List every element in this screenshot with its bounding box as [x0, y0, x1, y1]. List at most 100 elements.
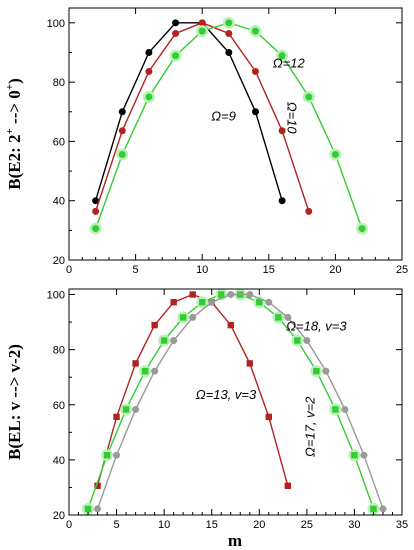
top-x-tick-label-5: 25: [396, 264, 408, 276]
top-series-2-point: [251, 27, 259, 35]
bottom-y-tick-label-3: 80: [53, 345, 65, 357]
bottom-y-tick-label-2: 60: [53, 400, 65, 412]
bottom-series-2-point: [303, 337, 311, 345]
bottom-series-0-point: [265, 413, 272, 421]
bottom-plot-frame: [68, 288, 403, 516]
bottom-series-0-point: [284, 482, 292, 489]
bottom-series-2-point: [379, 505, 387, 513]
top-series-1-point: [92, 207, 100, 215]
top-series-0-point: [278, 197, 286, 205]
top-annotation-2: Ω=12: [273, 55, 306, 70]
top-series-2-point: [358, 225, 366, 233]
bottom-series-1-point: [332, 406, 339, 413]
bottom-series-1-point: [199, 299, 206, 306]
bottom-series-0-line: [96, 293, 289, 486]
top-series-2-point: [331, 150, 339, 158]
bottom-x-tick-label-7: 35: [396, 519, 408, 531]
top-series-0-point: [172, 19, 180, 27]
top-series-0-point: [118, 108, 126, 116]
top-annotation-1: Ω=10: [284, 102, 299, 135]
bottom-series-2-line: [96, 293, 384, 510]
bottom-series-0-point: [94, 482, 101, 489]
bottom-series-1-point: [141, 367, 149, 375]
bottom-series-2-point: [151, 367, 159, 375]
bottom-series-0-point: [113, 413, 120, 421]
bottom-x-tick-label-3: 15: [206, 519, 218, 531]
bottom-series-2-point: [246, 291, 254, 299]
top-x-tick-label-4: 20: [329, 264, 341, 276]
top-series-2-point: [278, 52, 286, 60]
top-y-tick-label-2: 60: [53, 136, 65, 148]
bottom-series-0-point: [227, 321, 234, 329]
bottom-series-2-point: [227, 291, 235, 299]
top-series-2-point: [305, 93, 313, 101]
bottom-series-0-point: [189, 291, 196, 298]
bottom-series-1-point: [294, 337, 301, 344]
bottom-y-tick-label-1: 40: [53, 455, 65, 467]
top-series-1-point: [198, 19, 206, 27]
top-series-0-point: [225, 48, 233, 56]
bottom-series-2-point: [94, 505, 102, 513]
top-y-tick-label-4: 100: [47, 18, 65, 30]
bottom-series-1-point: [160, 337, 168, 344]
bottom-panel: 0 5 10 15 20 25 30 35 20 40 60 80 100 Ω=13, v=3 Ω=17,…: [5, 288, 408, 550]
bottom-series-2-point: [341, 405, 349, 413]
bottom-series-0-point: [151, 321, 158, 329]
top-panel: 0 5 10 15 20 25 20 40 60 80 100 Ω=9 Ω=10 Ω=12 B(E2: …: [4, 7, 408, 276]
bottom-series-1-point: [313, 367, 320, 375]
top-y-tick-label-0: 20: [53, 255, 65, 267]
top-series-0-point: [251, 108, 259, 116]
top-series-2-point: [225, 19, 233, 27]
bottom-series-1-point: [122, 406, 130, 413]
top-series-1-point: [278, 127, 286, 135]
bottom-y-axis-label: B(EL: v --> v-2): [5, 344, 24, 460]
bottom-series-2-point: [360, 451, 368, 459]
top-x-tick-label-0: 0: [66, 264, 72, 276]
bottom-series-2-point: [265, 298, 273, 306]
bottom-x-tick-label-5: 25: [301, 519, 313, 531]
bottom-y-tick-label-0: 20: [53, 510, 65, 522]
top-series-1-point: [305, 207, 313, 215]
bottom-series-1-point: [218, 291, 225, 298]
top-series-2-point: [145, 93, 153, 101]
top-x-tick-label-2: 10: [196, 264, 208, 276]
bottom-series-1-point: [84, 505, 92, 513]
bottom-series-2-point: [170, 337, 178, 345]
top-series-1-point: [172, 29, 180, 37]
bottom-series-0-point: [170, 299, 177, 306]
bottom-series-1-point: [275, 314, 282, 321]
bottom-series-2-point: [113, 451, 121, 459]
bottom-annotation-1: Ω=17, v=2: [302, 396, 317, 457]
top-series-0-point: [92, 197, 100, 205]
top-series-1-point: [251, 67, 259, 75]
top-series-2-point: [118, 150, 126, 158]
top-y-tick-label-3: 80: [53, 77, 65, 89]
top-series-2-point: [92, 225, 100, 233]
bottom-series-2-point: [132, 405, 140, 413]
top-annotation-0: Ω=9: [211, 109, 236, 124]
bottom-series-2-point: [284, 313, 292, 321]
top-x-tick-label-1: 5: [133, 264, 139, 276]
bottom-series-2-point: [208, 298, 216, 306]
top-series-0-line: [94, 22, 283, 201]
bottom-series-1-point: [351, 451, 358, 459]
bottom-x-tick-label-2: 10: [158, 519, 170, 531]
bottom-annotation-2: Ω=18, v=3: [286, 318, 347, 333]
bottom-series-2-point: [322, 367, 330, 375]
bottom-x-axis-label: m: [228, 531, 242, 550]
top-y-tick-label-1: 40: [53, 196, 65, 208]
bottom-series-0-point: [132, 360, 139, 367]
top-x-tick-label-3: 15: [263, 264, 275, 276]
top-plot-frame: [68, 7, 403, 261]
bottom-series-2-point: [189, 313, 197, 321]
bottom-series-1-point: [256, 299, 263, 306]
bottom-x-tick-label-0: 0: [66, 519, 72, 531]
bottom-x-tick-label-6: 30: [348, 519, 360, 531]
bottom-x-tick-label-1: 5: [114, 519, 120, 531]
bottom-series-1-point: [179, 314, 187, 321]
bottom-y-tick-label-4: 100: [47, 290, 65, 302]
top-series-2-point: [198, 27, 206, 35]
bottom-series-1-point: [370, 505, 377, 513]
bottom-series-1-point: [103, 451, 111, 459]
